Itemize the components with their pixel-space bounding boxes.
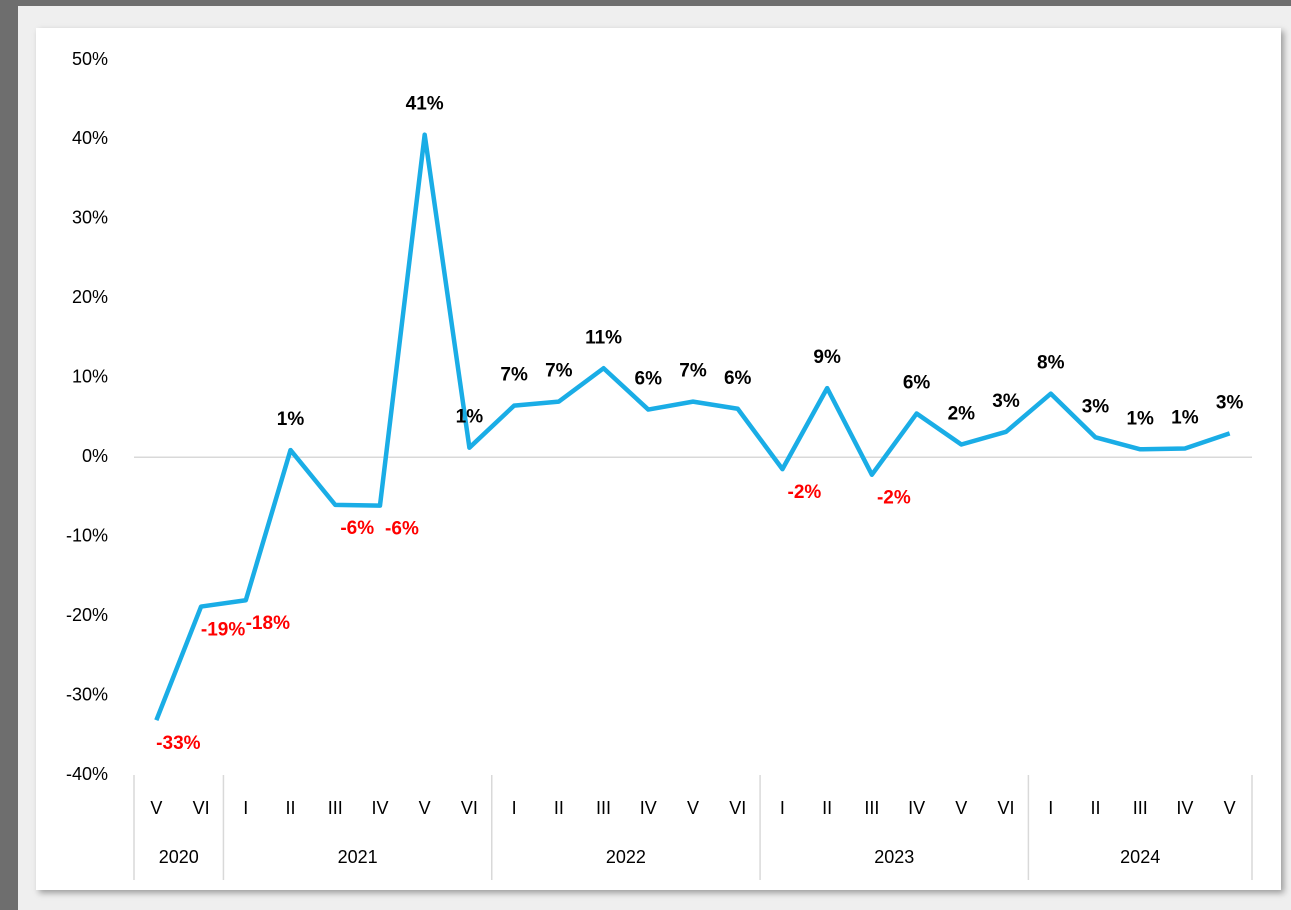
y-tick-label: 0%	[82, 446, 108, 466]
x-tick-label: IV	[1176, 798, 1193, 818]
chart-panel	[36, 28, 1281, 890]
data-label: 6%	[635, 369, 663, 390]
x-tick-label: VI	[193, 798, 210, 818]
x-tick-label: I	[780, 798, 785, 818]
data-label: 3%	[1216, 392, 1244, 413]
x-tick-label: V	[687, 798, 699, 818]
data-label: 7%	[545, 361, 573, 382]
line	[154, 132, 1231, 722]
x-tick-label: V	[1224, 798, 1236, 818]
data-label: 1%	[1171, 407, 1199, 428]
data-label: 41%	[406, 94, 444, 115]
data-label: -6%	[385, 519, 419, 540]
x-tick-label: II	[822, 798, 832, 818]
x-tick-label: V	[955, 798, 967, 818]
data-label: 2%	[948, 404, 976, 425]
data-label: 8%	[1037, 353, 1065, 374]
data-label: -33%	[156, 733, 200, 754]
x-tick-label: VI	[998, 798, 1015, 818]
data-label: 1%	[277, 409, 305, 430]
x-tick-label: I	[512, 798, 517, 818]
x-tick-label: III	[1133, 798, 1148, 818]
x-tick-label: VI	[729, 798, 746, 818]
x-group-label: 2021	[338, 847, 378, 867]
x-tick-label: II	[286, 798, 296, 818]
data-label: 7%	[679, 361, 707, 382]
x-tick-label: V	[419, 798, 431, 818]
x-tick-label: II	[1090, 798, 1100, 818]
y-tick-label: 40%	[72, 128, 108, 148]
y-tick-label: -10%	[66, 525, 108, 545]
y-tick-label: 10%	[72, 367, 108, 387]
data-label: 3%	[1082, 396, 1110, 417]
data-label: 6%	[724, 368, 752, 389]
y-tick-label: -20%	[66, 605, 108, 625]
data-label: 3%	[992, 391, 1020, 412]
x-tick-label: I	[243, 798, 248, 818]
x-tick-label: IV	[640, 798, 657, 818]
data-label: 1%	[456, 407, 484, 428]
data-label: 11%	[585, 327, 622, 348]
x-group-label: 2020	[159, 847, 199, 867]
data-label: 9%	[813, 347, 841, 368]
data-label: -18%	[246, 613, 290, 634]
x-tick-label: V	[150, 798, 162, 818]
y-tick-label: 30%	[72, 208, 108, 228]
x-group-label: 2022	[606, 847, 646, 867]
data-label: -19%	[201, 620, 245, 641]
x-tick-label: VI	[461, 798, 478, 818]
x-tick-label: III	[596, 798, 611, 818]
data-label: 7%	[500, 365, 528, 386]
x-tick-label: I	[1048, 798, 1053, 818]
x-tick-label: IV	[908, 798, 925, 818]
y-tick-label: 20%	[72, 287, 108, 307]
x-tick-label: III	[328, 798, 343, 818]
y-tick-label: -40%	[66, 764, 108, 784]
data-label: -2%	[877, 488, 911, 509]
data-label: 6%	[903, 373, 931, 394]
x-group-label: 2024	[1120, 847, 1160, 867]
x-tick-label: II	[554, 798, 564, 818]
y-tick-label: -30%	[66, 684, 108, 704]
x-group-label: 2023	[874, 847, 914, 867]
data-label: -2%	[788, 482, 822, 503]
data-label: -6%	[340, 518, 374, 539]
data-label: 1%	[1126, 408, 1154, 429]
y-tick-label: 50%	[72, 49, 108, 69]
x-tick-label: IV	[371, 798, 388, 818]
x-tick-label: III	[864, 798, 879, 818]
